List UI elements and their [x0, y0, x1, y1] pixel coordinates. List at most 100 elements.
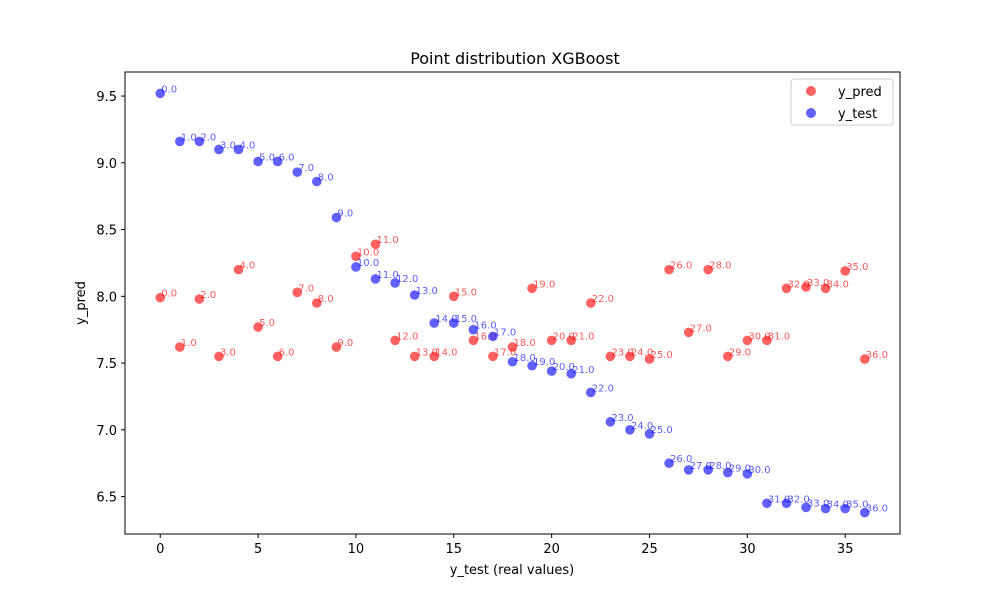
y-tick-label: 6.5	[96, 491, 117, 506]
data-label: 0.0	[161, 289, 177, 300]
data-point	[683, 465, 694, 475]
data-point	[840, 503, 851, 514]
data-label: 15.0	[455, 287, 477, 298]
data-label: 0.0	[161, 84, 177, 95]
data-point	[625, 425, 635, 435]
data-point	[448, 318, 459, 328]
data-point	[801, 282, 811, 292]
data-label: 33.0	[807, 278, 829, 289]
data-label: 15.0	[455, 314, 477, 325]
data-label: 16.0	[474, 331, 496, 342]
data-label: 10.0	[357, 247, 379, 258]
data-point	[820, 503, 831, 514]
data-label: 17.0	[494, 347, 516, 358]
data-point	[390, 335, 400, 346]
data-point	[820, 283, 831, 294]
data-label: 9.0	[337, 338, 353, 349]
data-point	[468, 335, 479, 346]
data-label: 1.0	[181, 338, 197, 349]
data-point	[194, 136, 205, 147]
data-point	[644, 429, 655, 439]
data-point	[722, 467, 733, 478]
legend-label-y-test: y_test	[838, 107, 877, 122]
data-label: 27.0	[690, 461, 712, 472]
data-label: 18.0	[514, 353, 536, 364]
data-label: 10.0	[357, 258, 379, 269]
data-point	[625, 351, 635, 362]
data-label: 32.0	[787, 279, 809, 290]
data-label: 28.0	[709, 261, 731, 272]
legend-box	[790, 78, 894, 126]
data-label: 23.0	[611, 347, 633, 358]
data-point	[722, 351, 733, 362]
data-point	[292, 167, 303, 177]
data-point	[272, 156, 283, 167]
data-label: 3.0	[220, 140, 236, 151]
x-tick-label: 0	[156, 542, 164, 557]
data-point	[155, 292, 166, 303]
data-point	[174, 136, 185, 147]
x-tick-label: 10	[348, 542, 365, 557]
data-point	[488, 331, 498, 342]
data-point	[292, 287, 303, 298]
data-point	[214, 351, 224, 362]
data-label: 14.0	[435, 347, 457, 358]
data-label: 34.0	[827, 279, 849, 290]
data-point	[214, 144, 224, 155]
plot-frame	[124, 71, 901, 535]
data-label: 31.0	[768, 494, 790, 505]
data-label: 2.0	[200, 290, 216, 301]
data-point	[742, 335, 753, 346]
data-point	[311, 298, 322, 308]
data-point	[585, 298, 596, 308]
data-label: 29.0	[729, 347, 751, 358]
data-point	[429, 318, 440, 328]
data-point	[527, 360, 537, 371]
y-tick-label: 9.5	[96, 90, 117, 105]
data-point	[585, 387, 596, 398]
data-label: 21.0	[572, 365, 594, 376]
data-point	[351, 251, 361, 262]
data-label: 11.0	[377, 235, 399, 246]
data-label: 21.0	[572, 331, 594, 342]
legend-label-y-pred: y_pred	[838, 85, 882, 100]
data-label: 4.0	[240, 140, 256, 151]
data-label: 25.0	[650, 425, 672, 436]
data-point	[448, 291, 459, 302]
data-point	[664, 264, 674, 275]
axes: 0 5 10 15 20 25 30 35 6.5 7.0 7.5 8.0 8.5 9.0 9.5	[96, 90, 853, 557]
data-point	[429, 351, 440, 362]
data-label: 12.0	[396, 331, 418, 342]
data-point	[370, 239, 381, 250]
data-label: 7.0	[298, 163, 314, 174]
data-point	[253, 322, 263, 332]
data-point	[644, 354, 655, 364]
data-label: 3.0	[220, 347, 236, 358]
data-label: 22.0	[592, 294, 614, 305]
data-point	[331, 342, 342, 352]
data-label: 17.0	[494, 327, 516, 338]
data-label: 5.0	[259, 318, 275, 329]
data-label: 36.0	[866, 504, 888, 515]
legend-marker-y-test	[806, 108, 816, 118]
data-point	[703, 264, 714, 275]
data-point	[762, 335, 772, 346]
data-label: 13.0	[416, 347, 438, 358]
data-label: 8.0	[318, 294, 334, 305]
data-point	[703, 465, 714, 475]
data-point	[762, 498, 772, 509]
data-point	[409, 290, 420, 300]
data-point	[566, 335, 577, 346]
data-point	[272, 351, 283, 362]
data-point	[233, 144, 244, 155]
y-tick-label: 7.0	[96, 424, 117, 439]
x-tick-label: 5	[254, 542, 262, 557]
y-tick-label: 8.5	[96, 224, 117, 239]
data-point	[605, 417, 616, 427]
data-point	[370, 274, 381, 284]
data-point	[859, 507, 870, 518]
data-point	[742, 469, 753, 479]
data-point	[253, 156, 263, 167]
data-point	[155, 88, 166, 99]
data-point	[781, 283, 792, 294]
